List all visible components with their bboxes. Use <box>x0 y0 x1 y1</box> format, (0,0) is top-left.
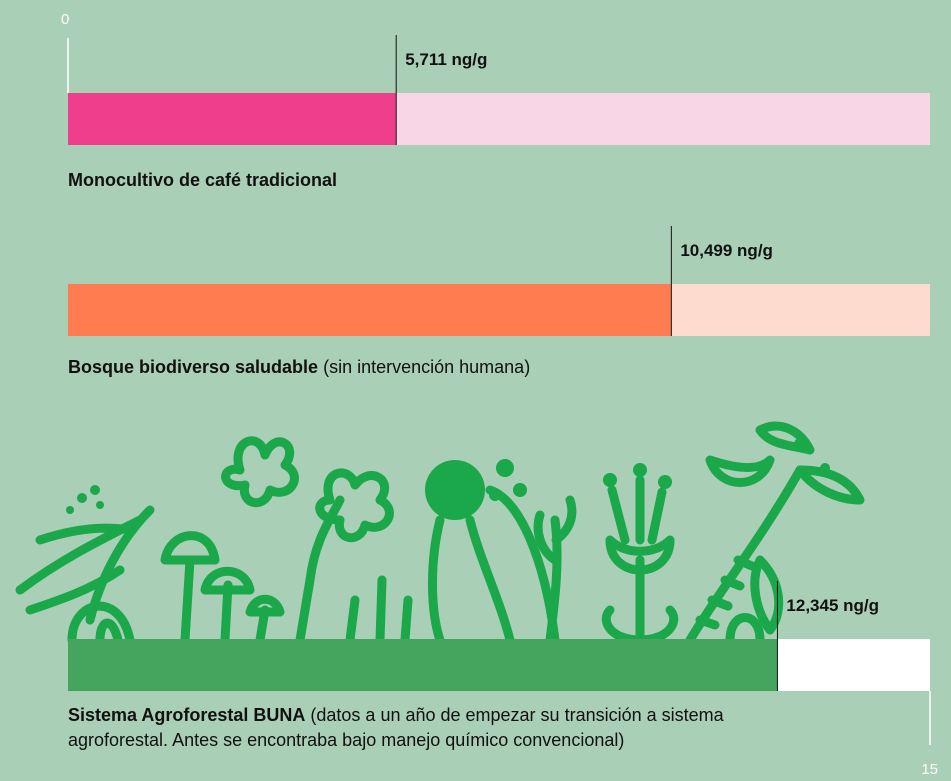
category-note: (sin intervención humana) <box>323 357 530 377</box>
category-name: Sistema Agroforestal BUNA <box>68 705 305 725</box>
chart: 0 15 5,711 ng/g 10,499 ng/g 12,345 ng/g <box>0 0 951 781</box>
page: {"chart_data": { "type": "bar", "orienta… <box>0 0 951 781</box>
category-name: Monocultivo de café tradicional <box>68 170 337 190</box>
category-label: Monocultivo de café tradicional <box>68 168 738 193</box>
bar <box>68 639 777 691</box>
value-label: 12,345 ng/g <box>786 596 879 615</box>
value-label: 5,711 ng/g <box>405 50 487 69</box>
axis-tick-label: 15 <box>921 761 938 778</box>
category-name: Bosque biodiverso saludable <box>68 357 318 377</box>
plant-illustration <box>20 426 860 640</box>
axis-tick-label: 0 <box>61 11 69 28</box>
value-label: 10,499 ng/g <box>680 241 773 260</box>
category-label: Sistema Agroforestal BUNA (datos a un añ… <box>68 703 738 753</box>
category-label: Bosque biodiverso saludable (sin interve… <box>68 355 738 380</box>
bar <box>68 284 671 336</box>
bar <box>68 93 396 145</box>
